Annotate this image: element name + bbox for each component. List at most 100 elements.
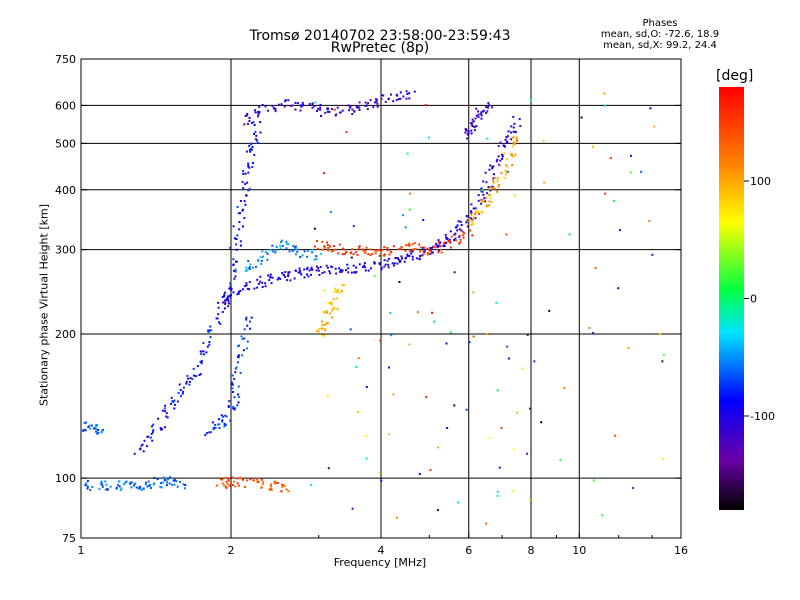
data-point [343, 284, 345, 287]
data-point [504, 138, 507, 141]
data-point [105, 483, 108, 486]
data-point [270, 489, 273, 491]
data-point [245, 318, 248, 321]
noise-point [365, 435, 368, 438]
data-point [472, 207, 475, 210]
data-point [349, 251, 352, 254]
chart-title: Tromsø 20140702 23:58:00-23:59:43 [249, 28, 511, 44]
data-point [489, 186, 492, 188]
data-point [326, 110, 329, 113]
data-point [293, 277, 296, 280]
data-point [249, 478, 252, 481]
noise-point [323, 289, 326, 292]
data-point [317, 330, 320, 333]
data-point [244, 115, 247, 117]
data-point [299, 109, 302, 112]
data-point [374, 252, 377, 255]
data-point [501, 153, 504, 156]
data-point [245, 282, 248, 285]
data-point [512, 142, 515, 145]
data-point [267, 274, 270, 277]
noise-point [500, 426, 503, 429]
data-point [505, 158, 508, 161]
data-point [188, 380, 191, 383]
data-point [259, 275, 262, 278]
noise-point [422, 219, 425, 222]
data-point [164, 426, 166, 429]
data-point [496, 158, 499, 161]
data-point [477, 194, 480, 197]
data-point [429, 247, 432, 250]
data-point [471, 124, 474, 127]
data-point [193, 374, 195, 377]
data-point [291, 104, 294, 107]
data-point [327, 249, 330, 252]
data-point [439, 241, 442, 244]
data-point [488, 204, 491, 207]
noise-point [649, 107, 652, 110]
data-point [326, 266, 329, 269]
data-point [225, 415, 228, 418]
data-point [242, 187, 245, 190]
data-point [163, 476, 165, 479]
data-point [387, 98, 390, 100]
data-point [169, 402, 172, 405]
data-point [488, 104, 490, 107]
data-point [445, 241, 448, 244]
data-point [404, 250, 407, 253]
data-point [225, 480, 228, 483]
data-point [489, 164, 492, 167]
data-point [306, 255, 309, 258]
x-tick-label: 8 [528, 544, 535, 557]
data-point [223, 295, 226, 298]
data-point [281, 272, 284, 274]
data-point [466, 215, 469, 218]
data-point [205, 351, 208, 354]
data-point [516, 140, 519, 143]
noise-point [543, 181, 546, 184]
data-point [83, 421, 86, 424]
data-point [475, 125, 478, 128]
data-point [470, 132, 473, 135]
data-point [298, 267, 301, 270]
data-point [244, 172, 247, 175]
data-point [233, 269, 235, 272]
data-point [449, 241, 452, 244]
data-point [119, 489, 122, 492]
noise-point [425, 396, 428, 398]
data-point [123, 483, 125, 486]
data-point [220, 414, 223, 417]
data-point [489, 197, 492, 200]
data-point [161, 428, 164, 431]
data-point [442, 245, 445, 248]
data-point [224, 423, 226, 426]
data-point [165, 484, 168, 487]
data-point [371, 252, 374, 255]
data-point [159, 482, 162, 485]
data-point [376, 105, 379, 108]
noise-point [357, 357, 360, 360]
data-point [95, 425, 98, 428]
data-point [274, 251, 277, 254]
data-point [504, 173, 507, 176]
data-point [259, 121, 262, 124]
data-point [248, 288, 250, 291]
data-point [513, 122, 516, 125]
data-point [95, 427, 98, 430]
data-point [301, 254, 304, 257]
data-point [316, 110, 318, 112]
data-point [458, 242, 461, 245]
data-point [173, 479, 176, 482]
data-point [428, 249, 431, 252]
data-point [139, 447, 142, 450]
data-point [253, 153, 256, 156]
data-point [234, 407, 236, 410]
data-point [232, 225, 235, 228]
data-point [333, 307, 336, 310]
noise-point [437, 446, 440, 449]
data-point [246, 112, 249, 115]
noise-point [496, 389, 499, 392]
data-point [236, 234, 239, 237]
data-point [497, 185, 500, 188]
data-point [358, 263, 361, 266]
